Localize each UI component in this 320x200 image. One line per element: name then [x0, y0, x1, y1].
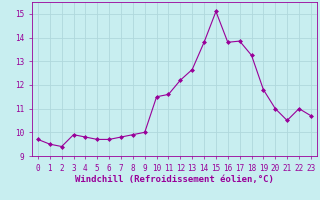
X-axis label: Windchill (Refroidissement éolien,°C): Windchill (Refroidissement éolien,°C): [75, 175, 274, 184]
